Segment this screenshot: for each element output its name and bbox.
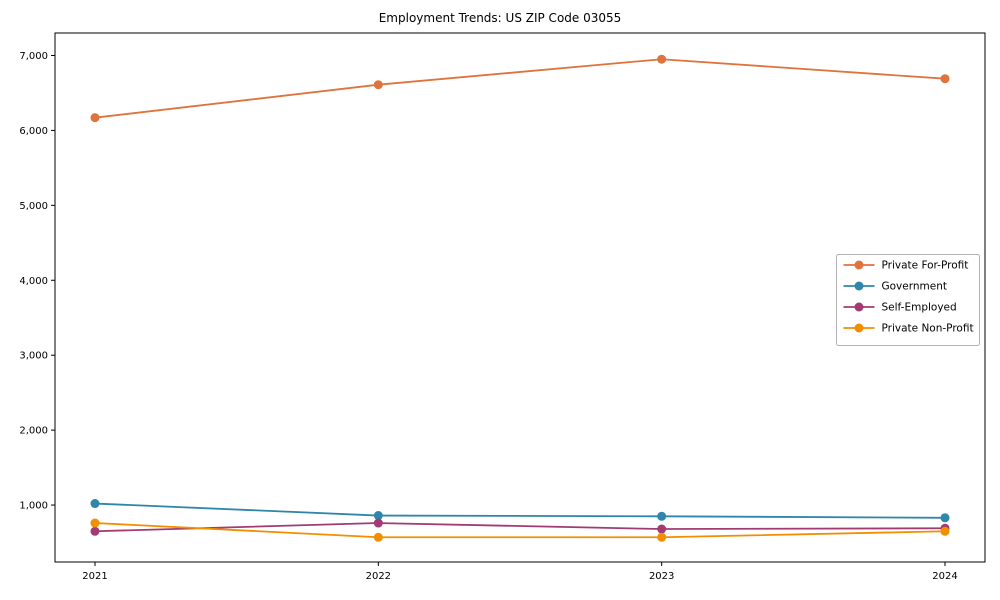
legend-marker-self-employed [854,302,864,312]
series-marker-private-for-profit [373,80,383,90]
y-tick-label: 3,000 [19,351,48,362]
legend-label-government: Government [882,281,947,293]
series-marker-private-for-profit [940,74,950,84]
series-marker-private-non-profit [657,532,667,542]
series-marker-private-non-profit [940,526,950,536]
y-tick-label: 5,000 [19,201,48,212]
series-marker-private-non-profit [373,532,383,542]
series-marker-government [90,499,100,509]
x-tick-label: 2022 [366,571,391,582]
x-tick-label: 2021 [82,571,107,582]
series-line-self-employed [94,522,946,533]
y-tick-label: 2,000 [19,426,48,437]
legend-marker-private-for-profit [854,260,864,270]
series-marker-government [657,511,667,521]
series-marker-self-employed [373,518,383,528]
series-line-government [94,502,946,519]
legend-box [836,254,980,346]
series-marker-private-for-profit [657,54,667,64]
y-tick-label: 1,000 [19,501,48,512]
series-marker-private-non-profit [90,518,100,528]
x-tick-label: 2024 [932,571,957,582]
y-tick-label: 7,000 [19,51,48,62]
legend-label-private-non-profit: Private Non-Profit [882,323,974,335]
series-marker-private-for-profit [90,113,100,123]
legend-marker-private-non-profit [854,323,864,333]
plot-border [54,32,986,563]
y-tick-label: 6,000 [19,126,48,137]
legend-label-private-for-profit: Private For-Profit [882,260,969,272]
x-tick-label: 2023 [649,571,674,582]
series-marker-self-employed [90,526,100,536]
y-tick-label: 4,000 [19,276,48,287]
series-marker-government [940,513,950,523]
series-marker-self-employed [657,524,667,534]
chart-title: Employment Trends: US ZIP Code 03055 [378,11,622,25]
legend-label-self-employed: Self-Employed [882,302,957,314]
legend-marker-government [854,281,864,291]
series-line-private-non-profit [94,522,946,539]
series-line-private-for-profit [94,58,946,119]
series-marker-government [373,511,383,521]
